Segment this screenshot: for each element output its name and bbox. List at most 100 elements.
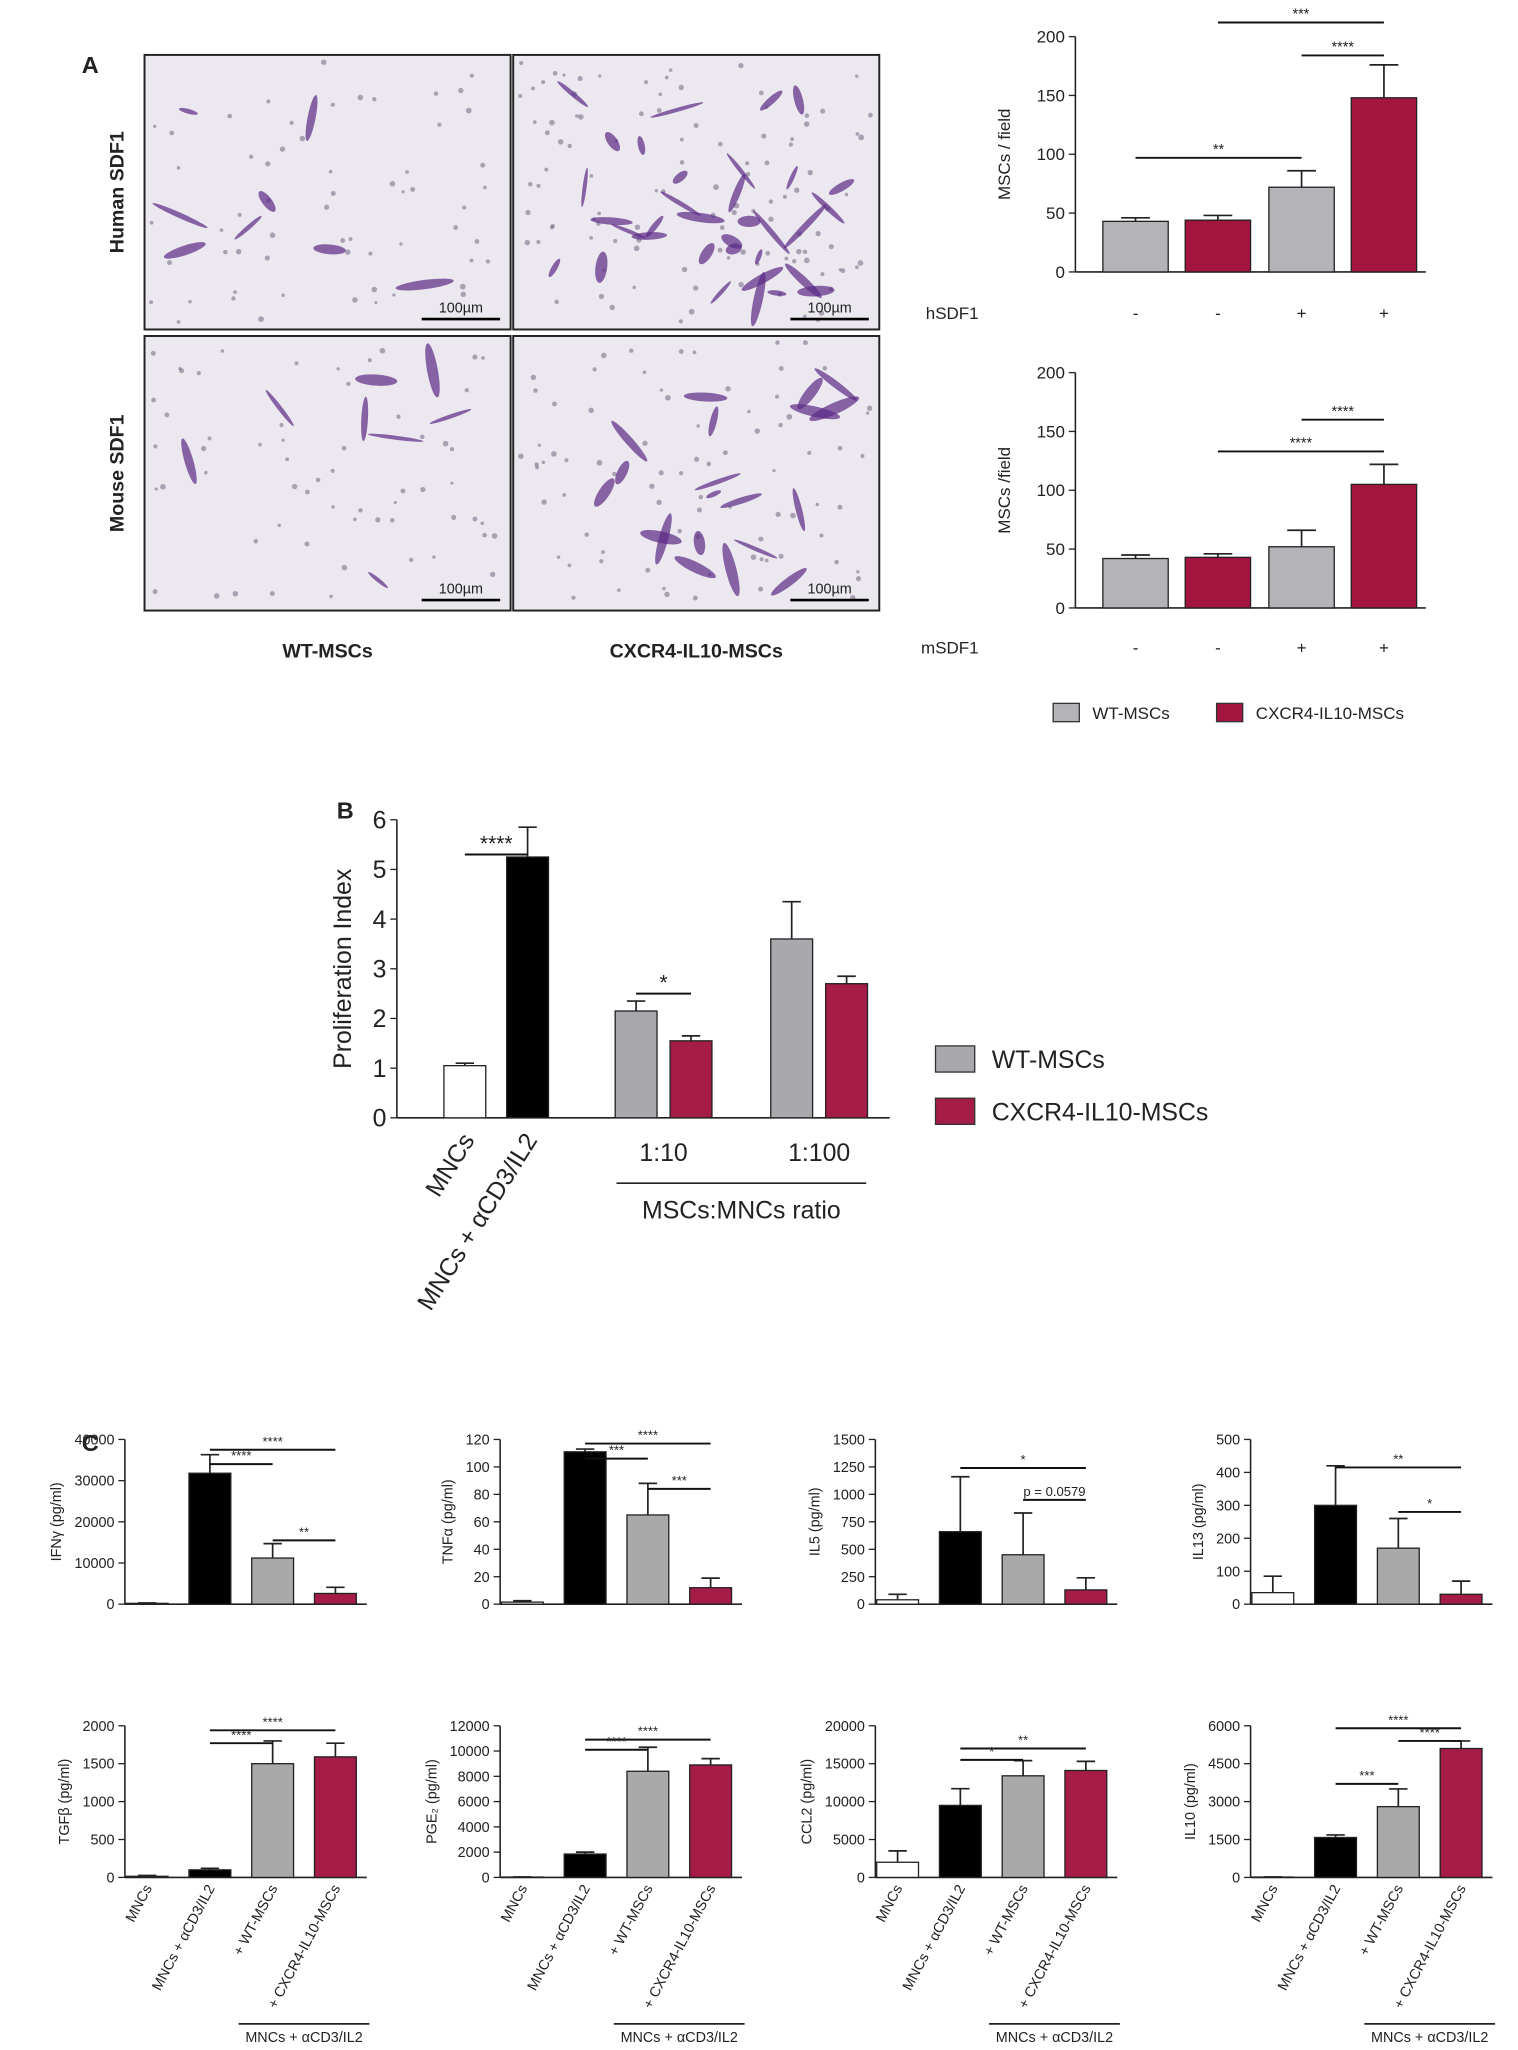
pore [761, 133, 767, 139]
y-tick-label: 4000 [458, 1820, 490, 1836]
pore [518, 93, 523, 99]
cell [595, 251, 608, 283]
pore [285, 457, 290, 462]
cell [694, 473, 741, 491]
cell [367, 433, 424, 442]
y-tick-label: 10000 [450, 1744, 490, 1760]
group-label: MSCs:MNCs ratio [642, 1197, 841, 1224]
bar [1064, 1769, 1108, 1879]
bar [669, 1040, 713, 1119]
error-bar [1076, 1576, 1096, 1590]
pore [281, 438, 285, 442]
pore [654, 189, 659, 193]
pore [665, 394, 671, 401]
x-tick-label: + CXCR4-IL10-MSCs [1016, 1882, 1095, 2011]
x-tick-label: - [1215, 304, 1221, 323]
bar [1268, 546, 1335, 609]
pore [329, 594, 333, 599]
pore [533, 388, 538, 393]
pore [264, 255, 270, 261]
pore [678, 471, 684, 476]
cell [305, 94, 318, 141]
pore [231, 296, 236, 301]
pore [299, 135, 306, 142]
significance-label: * [1427, 1496, 1432, 1511]
y-tick-label: 4500 [1208, 1757, 1240, 1773]
cell [811, 192, 845, 224]
pore [420, 486, 426, 493]
pore [279, 146, 286, 152]
pore [738, 281, 744, 288]
pore [788, 142, 793, 147]
cell [368, 572, 388, 589]
error-bar [1287, 169, 1316, 188]
pore [330, 102, 335, 107]
y-tick-label: 150 [1037, 422, 1065, 441]
y-tick-label: 100 [1216, 1564, 1240, 1580]
pore [772, 468, 776, 473]
pore [609, 304, 615, 311]
pore [491, 533, 498, 539]
cell [152, 203, 208, 229]
bar [563, 1451, 607, 1605]
pore [717, 247, 723, 253]
pore [465, 107, 472, 114]
pore [400, 488, 406, 494]
significance-label: **** [480, 833, 513, 856]
pore [372, 97, 377, 102]
pore [758, 90, 764, 96]
pore [152, 589, 158, 595]
scale-bar-label: 100µm [439, 582, 483, 598]
cell [676, 211, 725, 224]
error-bar [626, 1000, 646, 1012]
cell [726, 153, 756, 189]
pore [237, 212, 242, 217]
pore [160, 483, 166, 490]
pore [589, 236, 594, 240]
pore [865, 411, 870, 415]
error-bar [263, 1740, 282, 1764]
cell [698, 243, 715, 265]
pore [598, 74, 602, 78]
x-tick-label: MNCs [421, 1129, 480, 1202]
y-tick-label: 6000 [1208, 1719, 1240, 1735]
cell [655, 513, 672, 565]
y-tick-label: 0 [1232, 1870, 1240, 1886]
cell [755, 249, 763, 265]
cell [728, 173, 746, 213]
pore [820, 108, 826, 114]
cell [783, 203, 827, 249]
pore [527, 182, 533, 187]
pore [664, 75, 669, 80]
y-tick-label: 250 [841, 1570, 865, 1586]
column-label: WT-MSCs [282, 641, 373, 663]
pore [867, 112, 873, 118]
pore [677, 528, 682, 534]
error-bar [1326, 1464, 1345, 1506]
pore [178, 367, 182, 371]
error-bar [1369, 463, 1399, 485]
pore [524, 239, 531, 246]
pore [490, 571, 496, 577]
pore [597, 211, 602, 216]
y-tick-label: 3 [373, 956, 387, 983]
bar [689, 1764, 733, 1879]
bar [1439, 1593, 1483, 1605]
pore [856, 570, 860, 574]
cell [708, 406, 719, 437]
y-tick-label: 1 [373, 1056, 387, 1083]
pore [389, 181, 396, 187]
pore [410, 186, 416, 192]
cell [631, 232, 668, 240]
y-tick-label: 20000 [825, 1719, 865, 1735]
bar [251, 1763, 295, 1879]
pore [679, 160, 685, 165]
y-tick-label: 0 [857, 1870, 865, 1886]
bar [689, 1587, 733, 1605]
pore [601, 550, 605, 555]
pore [758, 536, 764, 542]
pore [659, 388, 663, 392]
y-tick-label: 5 [373, 857, 387, 884]
pore [269, 232, 276, 238]
